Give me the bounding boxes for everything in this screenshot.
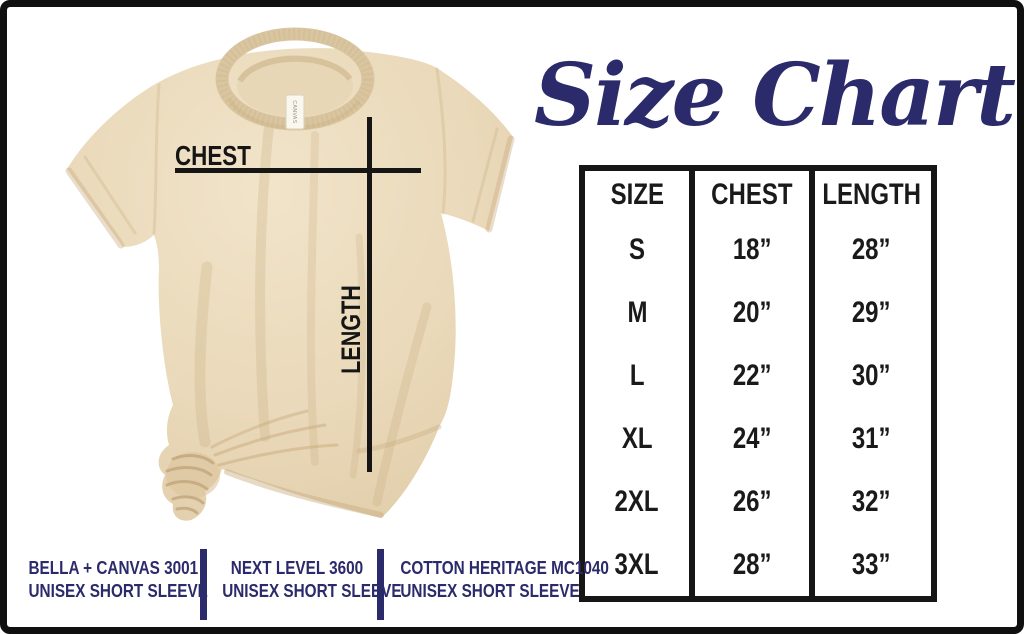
size-table: SIZE S M L XL 2XL 3XL CHEST 18” 20” 22” …: [579, 165, 937, 602]
length-measure-line: [367, 117, 372, 472]
table-cell: S: [585, 219, 689, 282]
chest-measure-line: [175, 168, 421, 173]
table-cell-text: 33”: [852, 547, 891, 581]
table-cell-text: 20”: [732, 296, 772, 330]
brand-name: COTTON HERITAGE MC1040: [400, 558, 609, 578]
shirt-knot: [165, 452, 220, 515]
tshirt-body: [67, 48, 513, 521]
table-cell: 26”: [695, 470, 809, 533]
table-cell: 28”: [815, 219, 928, 282]
chest-column-header-text: CHEST: [711, 178, 793, 211]
brand-note-cotton-heritage: COTTON HERITAGE MC1040 UNISEX SHORT SLEE…: [387, 557, 609, 603]
table-cell: L: [585, 345, 689, 408]
length-column-header-text: LENGTH: [822, 178, 921, 211]
table-cell-text: 29”: [852, 296, 891, 330]
table-cell-text: L: [629, 359, 645, 393]
table-cell-text: XL: [621, 421, 653, 455]
tshirt-photo: CANVAS: [65, 27, 515, 521]
table-cell-text: 28”: [732, 547, 772, 581]
length-column-header: LENGTH: [815, 171, 928, 219]
table-cell: M: [585, 282, 689, 345]
table-cell-text: 32”: [852, 484, 891, 518]
table-cell-text: 18”: [732, 233, 772, 267]
chest-column-header: CHEST: [695, 171, 809, 219]
size-column: SIZE S M L XL 2XL 3XL: [585, 171, 695, 596]
table-cell: 33”: [815, 533, 928, 596]
brand-style: UNISEX SHORT SLEEVE: [222, 581, 402, 601]
brand-name: BELLA + CANVAS 3001: [28, 558, 199, 578]
table-cell-text: 30”: [852, 359, 891, 393]
size-column-header: SIZE: [585, 171, 689, 219]
table-cell: 28”: [695, 533, 809, 596]
chest-column: CHEST 18” 20” 22” 24” 26” 28”: [695, 171, 815, 596]
table-cell-text: 22”: [732, 359, 772, 393]
table-cell-text: 2XL: [614, 484, 660, 518]
table-cell: 31”: [815, 407, 928, 470]
table-cell-text: M: [627, 296, 647, 330]
size-column-header-text: SIZE: [610, 178, 664, 211]
table-cell-text: 3XL: [614, 547, 660, 581]
brand-name: NEXT LEVEL 3600: [230, 558, 364, 578]
table-cell: 18”: [695, 219, 809, 282]
table-cell: 20”: [695, 282, 809, 345]
fabric-folds: [65, 67, 515, 518]
table-cell: 30”: [815, 345, 928, 408]
brand-style: UNISEX SHORT SLEEVE: [28, 581, 208, 601]
neck-tag-label: CANVAS: [291, 100, 297, 123]
chest-measure-label-text: CHEST: [175, 140, 251, 171]
length-column: LENGTH 28” 29” 30” 31” 32” 33”: [815, 171, 928, 596]
neck-tag: CANVAS: [285, 94, 305, 130]
tshirt-collar: [215, 27, 375, 131]
table-cell-text: 31”: [852, 421, 891, 455]
brand-note-next-level: NEXT LEVEL 3600 UNISEX SHORT SLEEVE: [209, 557, 402, 603]
brand-divider: [377, 549, 384, 620]
length-measure-label-text: LENGTH: [335, 285, 366, 375]
table-cell-text: 26”: [732, 484, 772, 518]
table-cell: 24”: [695, 407, 809, 470]
table-cell: 3XL: [585, 533, 689, 596]
page-title: Size Chart: [533, 44, 1016, 146]
table-cell: 22”: [695, 345, 809, 408]
chest-measure-label: CHEST: [175, 140, 270, 172]
table-cell: 2XL: [585, 470, 689, 533]
table-cell-text: S: [628, 233, 645, 267]
table-cell-text: 28”: [852, 233, 891, 267]
table-cell-text: 24”: [732, 421, 772, 455]
brand-note-bella-canvas: BELLA + CANVAS 3001 UNISEX SHORT SLEEVE: [15, 557, 208, 603]
length-measure-label: LENGTH: [336, 285, 366, 375]
brand-divider: [200, 549, 207, 620]
table-cell: XL: [585, 407, 689, 470]
brand-style: UNISEX SHORT SLEEVE: [400, 581, 580, 601]
table-cell: 29”: [815, 282, 928, 345]
table-cell: 32”: [815, 470, 928, 533]
